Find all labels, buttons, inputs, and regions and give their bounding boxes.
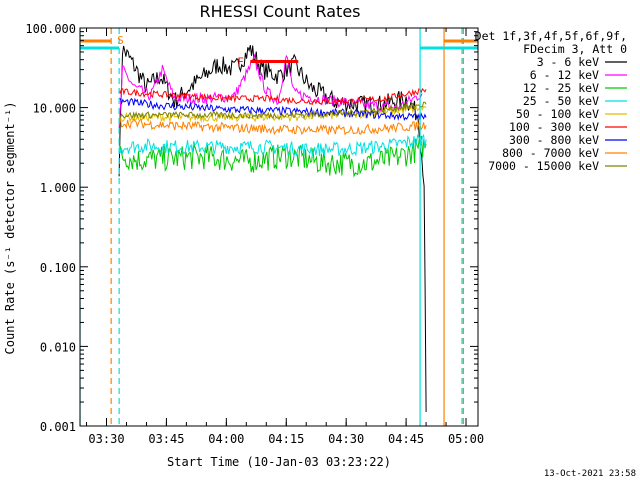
marker-label-f: F [237, 55, 244, 68]
y-tick-label-4: 0.010 [40, 340, 76, 354]
legend-label-7: 800 - 7000 keV [502, 146, 599, 160]
x-axis-label: Start Time (10-Jan-03 03:23:22) [167, 455, 391, 469]
legend-label-8: 7000 - 15000 keV [488, 159, 599, 173]
series-line-3 [118, 133, 427, 157]
legend-label-0: 3 - 6 keV [537, 55, 599, 69]
marker-label-s: S [117, 34, 124, 47]
x-tick-label-5: 04:45 [388, 432, 424, 446]
series-line-5 [118, 87, 427, 106]
legend-header-1: FDecim 3, Att 0 [523, 42, 627, 56]
timestamp: 13-Oct-2021 23:58 [544, 469, 636, 479]
y-tick-label-2: 1.000 [40, 181, 76, 195]
x-tick-label-6: 05:00 [448, 432, 484, 446]
plot-frame [79, 27, 479, 427]
series-line-1 [118, 53, 423, 129]
y-tick-label-0: 100.000 [25, 22, 76, 36]
legend: Det 1f,3f,4f,5f,6f,9f,FDecim 3, Att 03 -… [475, 29, 627, 173]
x-tick-label-4: 04:30 [328, 432, 364, 446]
x-tick-label-0: 03:30 [88, 432, 124, 446]
legend-header-0: Det 1f,3f,4f,5f,6f,9f, [475, 29, 627, 43]
series-line-8 [119, 101, 427, 120]
x-tick-label-3: 04:15 [268, 432, 304, 446]
legend-label-2: 12 - 25 keV [523, 81, 599, 95]
y-tick-label-3: 0.100 [40, 261, 76, 275]
y-tick-label-5: 0.001 [40, 420, 76, 434]
axes: 100.000 10.000 1.000 0.100 0.010 0.001 03:30 03… [25, 22, 484, 446]
legend-label-1: 6 - 12 keV [530, 68, 599, 82]
plot-area: SF [80, 28, 478, 426]
series-line-7 [118, 118, 427, 136]
legend-label-6: 300 - 800 keV [509, 133, 599, 147]
legend-label-4: 50 - 100 keV [516, 107, 599, 121]
y-axis-label: Count Rate (s⁻¹ detector segment⁻¹) [3, 102, 17, 355]
chart-title: RHESSI Count Rates [200, 2, 361, 21]
x-tick-label-1: 03:45 [148, 432, 184, 446]
y-tick-label-1: 10.000 [33, 102, 76, 116]
series-line-6 [118, 97, 427, 121]
legend-label-5: 100 - 300 keV [509, 120, 599, 134]
legend-label-3: 25 - 50 keV [523, 94, 599, 108]
series-line-2 [118, 135, 427, 178]
x-tick-label-2: 04:00 [208, 432, 244, 446]
